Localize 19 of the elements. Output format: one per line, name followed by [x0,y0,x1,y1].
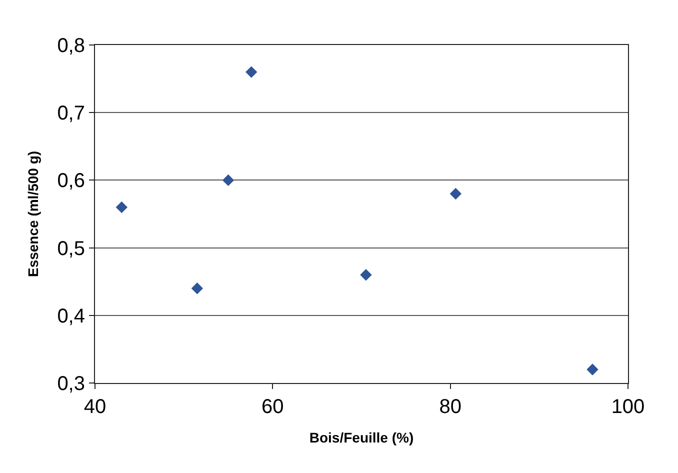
point [116,201,128,214]
y-tick-label: 0,6 [57,170,85,192]
point [246,66,258,78]
y-tick-label: 0,8 [57,35,85,57]
point [450,188,462,200]
y-tick-label: 0,4 [57,305,85,328]
point [222,174,234,186]
x-tick-label: 100 [611,396,645,418]
x-tick-label: 40 [84,396,106,418]
y-tick-label: 0,5 [57,238,85,260]
y-tick-label: 0,7 [57,102,85,125]
point [191,282,204,294]
y-tick-label: 0,3 [57,373,85,395]
x-tick-label: 80 [439,396,462,418]
y-axis-title: Essence (ml/500 g) [24,150,41,278]
x-axis-title: Bois/Feuille (%) [309,429,414,446]
x-tick-label: 60 [262,396,284,418]
point [586,364,598,376]
point [360,268,372,281]
